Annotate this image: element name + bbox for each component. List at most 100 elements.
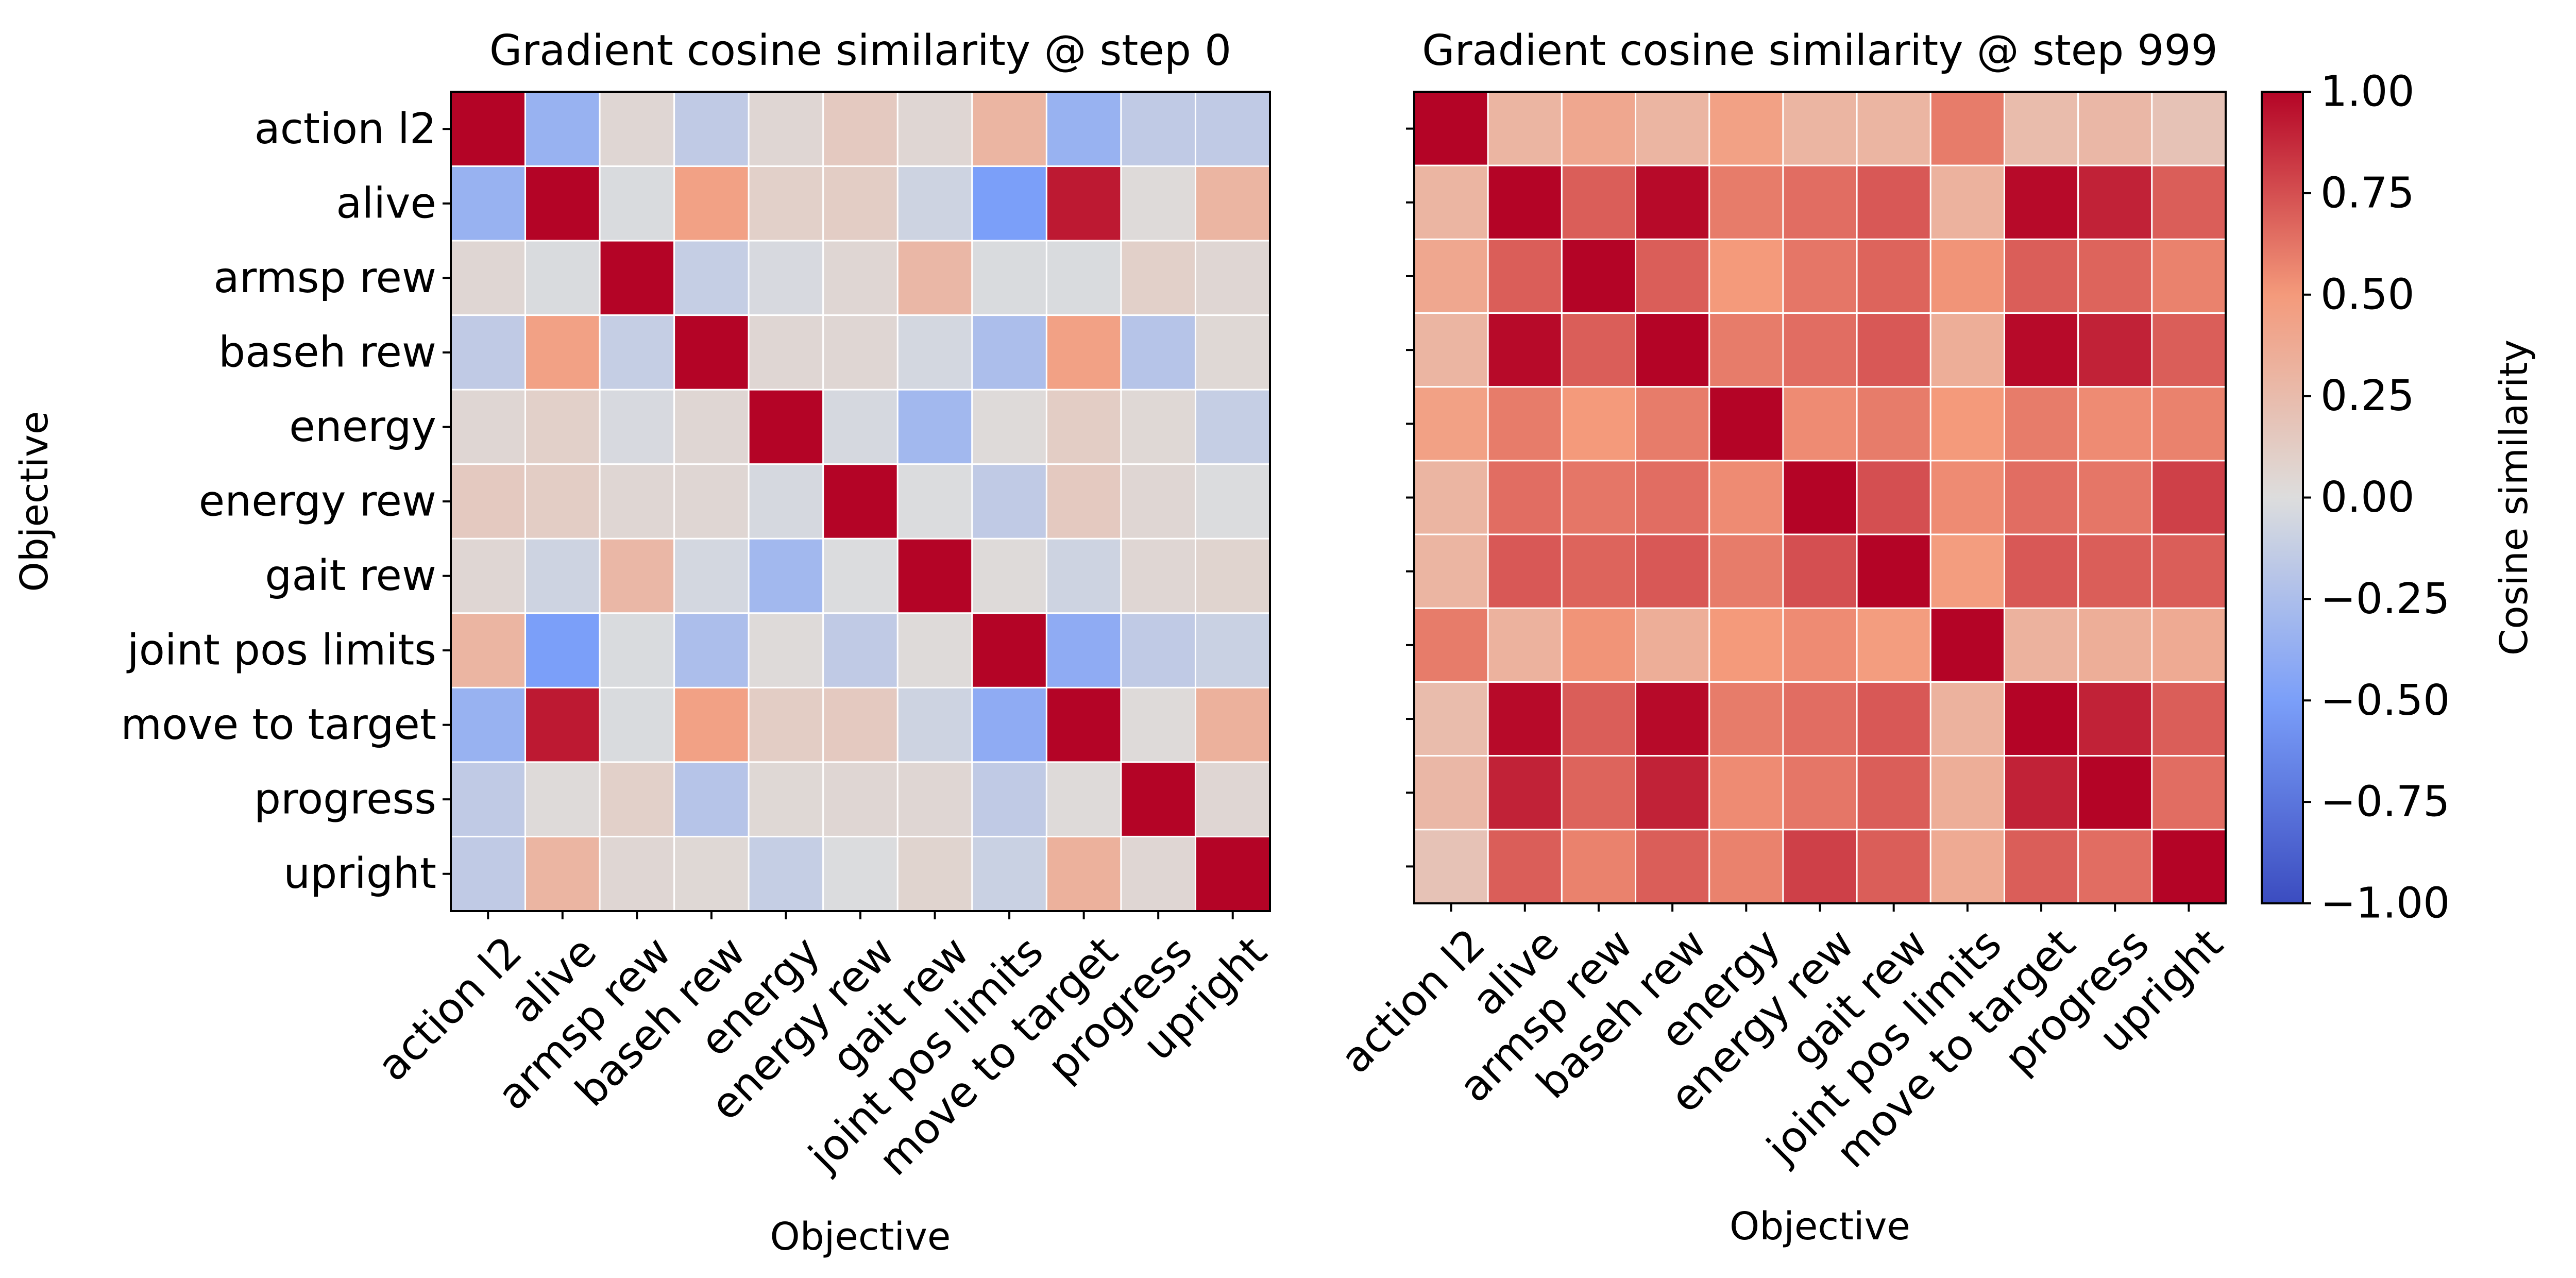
heatmap-cell <box>2003 533 2079 609</box>
heatmap-cell <box>450 314 527 391</box>
heatmap-cell <box>896 537 973 614</box>
y-tick-label: progress <box>254 775 436 824</box>
heatmap-cell <box>2077 164 2153 240</box>
heatmap-cell <box>673 389 750 465</box>
heatmap-cell <box>524 835 601 912</box>
colorbar-tick-label: −0.75 <box>2320 778 2450 827</box>
colorbar-tick-label: 0.75 <box>2320 169 2415 217</box>
heatmap-cell <box>1561 386 1637 462</box>
heatmap-cell <box>2003 607 2079 683</box>
heatmap-cell <box>896 91 973 167</box>
y-tick-label: alive <box>336 179 436 228</box>
heatmap-cell <box>450 91 527 167</box>
heatmap-cell <box>748 537 824 614</box>
heatmap-cell <box>2003 829 2079 904</box>
heatmap-cell <box>2151 460 2227 535</box>
heatmap-cell <box>1708 386 1784 462</box>
heatmap-cell <box>748 612 824 688</box>
heatmap-cell <box>1561 533 1637 609</box>
heatmap-cell <box>1929 91 2005 166</box>
heatmap-cell <box>673 835 750 912</box>
heatmap-cell <box>1194 165 1271 242</box>
heatmap-cell <box>1635 460 1710 535</box>
heatmap-cell <box>971 612 1047 688</box>
heatmap-cell <box>1045 389 1122 465</box>
heatmap-cell <box>1045 537 1122 614</box>
heatmap-cell <box>896 463 973 540</box>
heatmap-cell <box>1856 681 1931 757</box>
heatmap-cell <box>1045 463 1122 540</box>
heatmap-cell <box>748 761 824 837</box>
heatmap-cell <box>450 761 527 837</box>
heatmap-cell <box>673 240 750 316</box>
heatmap-cell <box>2077 386 2153 462</box>
heatmap-cell <box>2003 460 2079 535</box>
heatmap-cell <box>1856 312 1931 388</box>
heatmap-cell <box>822 537 899 614</box>
chart-title: Gradient cosine similarity @ step 0 <box>489 26 1231 75</box>
heatmap-cell <box>1635 829 1710 904</box>
heatmap-cell <box>748 389 824 465</box>
heatmap-cell <box>2003 164 2079 240</box>
heatmap-cell <box>599 463 675 540</box>
heatmap-cell <box>450 686 527 763</box>
heatmap-cell <box>748 314 824 391</box>
heatmap-cell <box>971 240 1047 316</box>
heatmap-cell <box>524 761 601 837</box>
heatmap-cell <box>2151 164 2227 240</box>
heatmap-cell <box>1413 607 1489 683</box>
heatmap-cell <box>1561 238 1637 314</box>
heatmap-cell <box>896 835 973 912</box>
heatmap-cell <box>822 761 899 837</box>
heatmap-cell <box>1120 389 1196 465</box>
heatmap-cell <box>822 612 899 688</box>
heatmap-cell <box>1782 460 1858 535</box>
heatmap-cell <box>599 240 675 316</box>
heatmap-cell <box>822 686 899 763</box>
heatmap-cell <box>1194 240 1271 316</box>
colorbar-tick-label: −0.25 <box>2320 575 2450 624</box>
heatmap-cell <box>1487 607 1563 683</box>
heatmap-cell <box>1782 164 1858 240</box>
chart-title: Gradient cosine similarity @ step 999 <box>1422 26 2218 75</box>
heatmap-cell <box>2077 312 2153 388</box>
heatmap-cell <box>524 537 601 614</box>
heatmap-cell <box>1487 755 1563 831</box>
heatmap-cell <box>1635 386 1710 462</box>
heatmap-cell <box>1856 164 1931 240</box>
heatmap-cell <box>1561 607 1637 683</box>
heatmap-cell <box>1045 165 1122 242</box>
heatmap-cell <box>450 240 527 316</box>
heatmap-cell <box>1487 460 1563 535</box>
heatmap-cell <box>1856 238 1931 314</box>
heatmap-cell <box>896 761 973 837</box>
x-axis-label: Objective <box>770 1215 951 1259</box>
heatmap-cell <box>748 463 824 540</box>
heatmap-cell <box>599 537 675 614</box>
heatmap-cell <box>2151 386 2227 462</box>
heatmap-panel-1: Gradient cosine similarity @ step 0 actio… <box>12 26 1276 1259</box>
colorbar-label: Cosine similarity <box>2492 340 2536 655</box>
heatmap-cell <box>1487 238 1563 314</box>
heatmap-cell <box>1120 91 1196 167</box>
heatmap-cell <box>1413 238 1489 314</box>
heatmap-cell <box>2077 533 2153 609</box>
heatmap-cell <box>1708 533 1784 609</box>
heatmap-cell <box>822 165 899 242</box>
y-tick-label: move to target <box>121 700 436 749</box>
heatmap-cell <box>1708 460 1784 535</box>
heatmap-cell <box>971 686 1047 763</box>
heatmap-cell <box>971 314 1047 391</box>
y-tick-label: gait rew <box>265 551 436 600</box>
heatmap-cell <box>1194 537 1271 614</box>
heatmap-cell <box>1782 829 1858 904</box>
heatmap-cell <box>971 165 1047 242</box>
heatmap-cell <box>599 686 675 763</box>
heatmap-cell <box>748 835 824 912</box>
heatmap-cell <box>1045 612 1122 688</box>
heatmap-cell <box>450 835 527 912</box>
heatmap-cell <box>1413 829 1489 904</box>
heatmap-cell <box>1487 91 1563 166</box>
heatmap-cell <box>450 165 527 242</box>
